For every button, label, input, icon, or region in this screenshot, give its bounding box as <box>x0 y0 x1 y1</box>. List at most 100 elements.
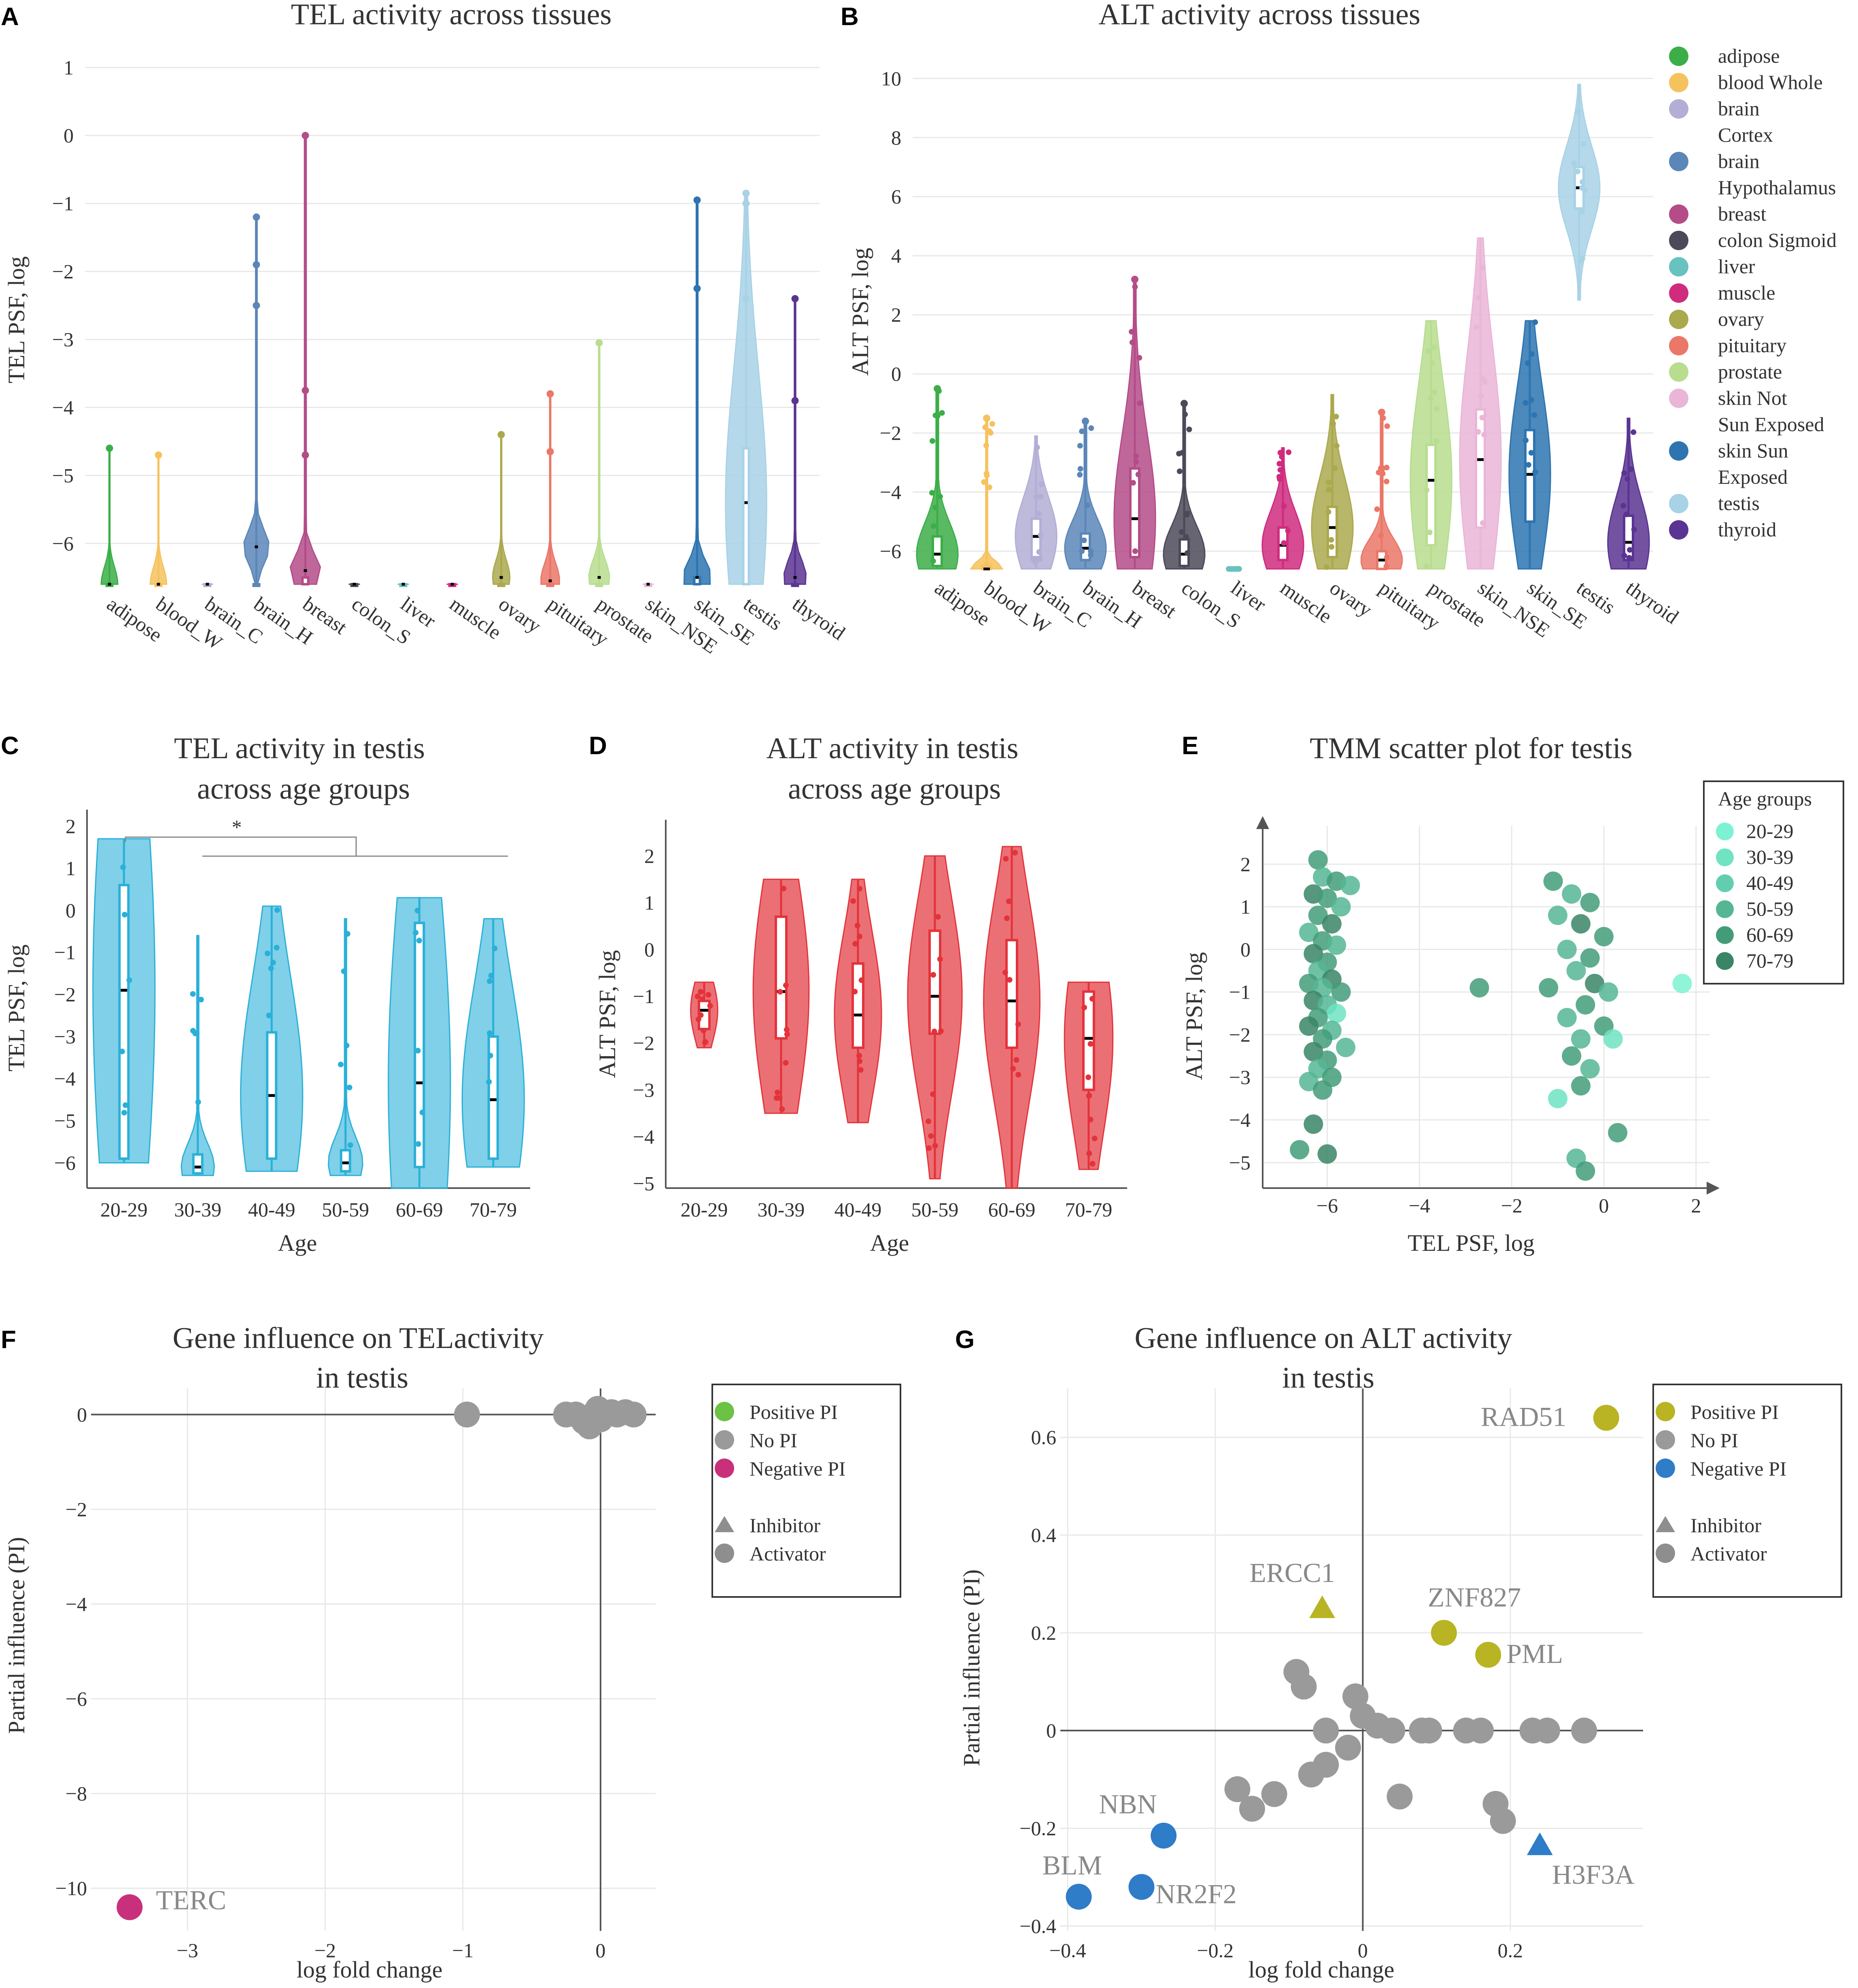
y-tick-label: 6 <box>891 185 901 208</box>
data-point <box>1089 996 1095 1002</box>
data-point <box>784 1031 790 1038</box>
outlier-point <box>253 302 260 309</box>
y-tick-label: −1 <box>633 985 654 1008</box>
data-point <box>1384 465 1390 471</box>
scatter-point <box>1557 940 1577 959</box>
data-point <box>266 1012 272 1018</box>
chart-c-title-line1: TEL activity in testis <box>174 732 425 765</box>
iqr-box <box>595 583 603 587</box>
violin-skin_NSE <box>642 583 654 587</box>
activator-marker <box>1593 1405 1619 1431</box>
data-point <box>1183 534 1189 540</box>
data-point <box>1136 355 1142 361</box>
data-point <box>1137 400 1143 406</box>
legend-swatch <box>1656 1402 1675 1421</box>
data-point <box>346 1084 352 1091</box>
data-point <box>341 968 347 974</box>
violin-brain_H <box>1064 417 1107 570</box>
data-point <box>1032 559 1038 566</box>
gene-label: PML <box>1506 1638 1563 1669</box>
legend-swatch <box>1669 441 1688 461</box>
violin-breast <box>1113 276 1156 570</box>
legend-swatch <box>1669 257 1688 276</box>
data-point <box>415 1048 421 1054</box>
legend-swatch <box>1669 310 1688 329</box>
data-point <box>1036 549 1042 555</box>
chart-e-plot: −6 −4 −2 0 2 2 1 0 −1 −2 −3 −4 −5 <box>1229 816 1720 1217</box>
activator-marker <box>1151 1822 1177 1849</box>
legend-label: colon Sigmoid <box>1718 229 1837 251</box>
data-point <box>1281 540 1287 546</box>
legend-swatch <box>1716 874 1734 892</box>
violin-70-79 <box>461 918 525 1168</box>
legend-swatch <box>1669 99 1688 119</box>
activator-marker <box>1313 1718 1339 1744</box>
x-tick-label: 0.2 <box>1498 1939 1523 1962</box>
outlier-point <box>155 451 162 459</box>
x-tick-label: 70-79 <box>469 1198 517 1221</box>
scatter-point <box>1543 871 1563 891</box>
data-point <box>1431 344 1437 351</box>
iqr-box <box>851 962 864 1049</box>
iqr-box <box>791 583 799 587</box>
data-point <box>779 1106 785 1112</box>
activator-marker <box>585 1396 611 1422</box>
violin-skin_NSE <box>1459 237 1502 570</box>
scatter-point <box>1304 1114 1323 1134</box>
legend-swatch <box>1669 520 1688 540</box>
chart-b-ylabel: ALT PSF, log <box>847 248 873 376</box>
y-tick-label: −5 <box>54 1110 76 1132</box>
data-point <box>1628 466 1634 472</box>
y-axis-arrow <box>1256 816 1269 829</box>
legend-swatch <box>1669 231 1688 250</box>
panel-c-tel-age: TEL activity in testis across age groups… <box>3 732 530 1256</box>
legend-label: 60-69 <box>1746 923 1794 946</box>
y-tick-label: −8 <box>66 1782 87 1805</box>
data-point <box>486 1079 492 1085</box>
violin-thyroid <box>1607 417 1650 570</box>
activator-marker <box>620 1401 647 1428</box>
data-point <box>1623 511 1629 517</box>
data-point <box>937 493 943 500</box>
violin-liver <box>1225 566 1242 572</box>
x-tick-label: 70-79 <box>1065 1198 1113 1221</box>
data-point <box>1427 395 1433 401</box>
data-point <box>1034 444 1040 451</box>
legend-swatch <box>1669 389 1688 408</box>
data-point <box>1582 187 1588 193</box>
data-point <box>1176 451 1182 457</box>
activator-marker <box>1379 1718 1406 1744</box>
iqr-box <box>252 583 261 587</box>
data-point <box>1276 476 1283 482</box>
inhibitor-marker <box>1527 1832 1553 1855</box>
scatter-point <box>1539 978 1559 998</box>
iqr-box <box>1524 429 1535 523</box>
y-tick-label: −0.2 <box>1019 1817 1056 1839</box>
data-point <box>1133 459 1139 465</box>
y-tick-label: −6 <box>52 532 74 555</box>
legend-swatch <box>1669 494 1688 513</box>
data-point <box>986 484 992 490</box>
violin-pituitary <box>540 390 560 587</box>
data-point <box>1330 421 1336 427</box>
data-point <box>775 1089 781 1095</box>
data-point <box>699 996 705 1002</box>
legend-label: Positive PI <box>750 1401 838 1423</box>
scatter-point <box>1331 982 1351 1002</box>
activator-marker <box>1416 1718 1442 1744</box>
scatter-point <box>1548 1089 1568 1108</box>
data-point <box>703 1039 709 1045</box>
y-tick-label: −3 <box>52 328 74 351</box>
data-point <box>1374 506 1380 512</box>
violin-breast <box>289 132 321 586</box>
y-tick-label: 4 <box>891 245 901 267</box>
data-point <box>1384 423 1390 429</box>
data-point <box>1571 160 1577 166</box>
data-point <box>1084 502 1090 508</box>
outlier-point <box>742 189 750 197</box>
chart-g-title-line2: in testis <box>1282 1361 1374 1395</box>
y-tick-label: −1 <box>52 192 74 215</box>
y-tick-label: 2 <box>66 815 76 838</box>
data-point <box>338 1061 344 1067</box>
violin-70-79 <box>1064 981 1114 1170</box>
